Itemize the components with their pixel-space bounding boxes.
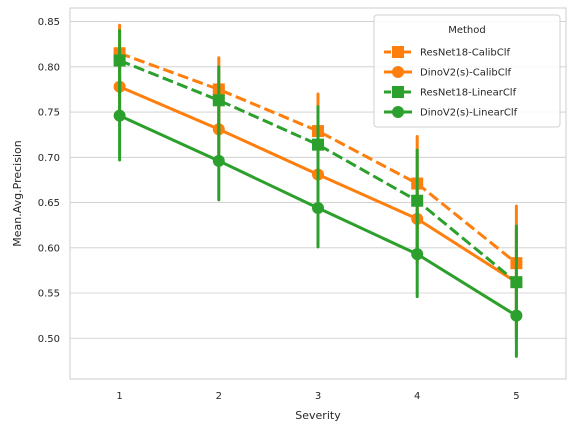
- data-point-square: [411, 194, 424, 207]
- legend-label: DinoV2(s)-LinearClf: [420, 108, 518, 119]
- legend-marker-square: [392, 46, 404, 58]
- y-tick-label: 0.75: [38, 108, 60, 119]
- plot-frame: [69, 7, 567, 380]
- y-tick-label: 0.50: [38, 334, 60, 345]
- y-tick-label: 0.80: [38, 62, 60, 73]
- x-tick-label: 5: [513, 391, 519, 402]
- data-point-circle: [312, 201, 324, 214]
- data-point-circle: [113, 109, 126, 122]
- data-point-circle: [411, 248, 424, 261]
- series-line: [119, 51, 518, 265]
- data-point-square: [113, 54, 126, 67]
- series-line: [119, 59, 518, 284]
- y-axis-label: Mean.Avg.Precision: [11, 140, 24, 246]
- legend-label: ResNet18-CalibClf: [420, 48, 511, 59]
- legend-label: DinoV2(s)-CalibClf: [420, 68, 512, 79]
- x-tick-label: 3: [315, 391, 321, 402]
- data-point-circle: [212, 154, 225, 167]
- legend-marker-circle: [392, 106, 404, 118]
- legend-marker-square: [392, 86, 404, 98]
- legend-title: Method: [448, 25, 486, 36]
- legend-box: [373, 14, 561, 128]
- y-tick-label: 0.60: [38, 243, 60, 254]
- x-tick-label: 4: [414, 391, 420, 402]
- x-tick-label: 2: [216, 391, 222, 402]
- legend-marker-circle: [392, 66, 404, 78]
- series-dinov2-s-linearclf: [113, 74, 523, 358]
- data-point-square: [312, 138, 324, 151]
- y-tick-label: 0.65: [38, 198, 60, 209]
- x-tick-label: 1: [116, 391, 122, 402]
- legend: Method ResNet18-CalibClf DinoV2(s)-CalibCl…: [373, 14, 561, 128]
- y-tick-label: 0.70: [38, 153, 60, 164]
- y-tick-label: 0.85: [38, 17, 60, 28]
- x-axis-label: Severity: [295, 409, 341, 422]
- data-point-circle: [510, 309, 523, 322]
- legend-label: ResNet18-LinearClf: [420, 88, 517, 99]
- data-point-square: [212, 94, 225, 107]
- y-tick-label: 0.55: [38, 289, 60, 300]
